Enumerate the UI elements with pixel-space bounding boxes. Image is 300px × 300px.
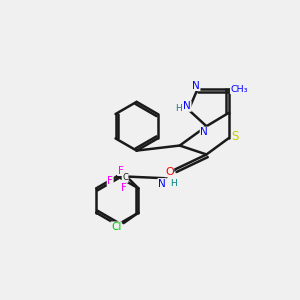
Text: S: S: [232, 130, 239, 143]
Text: H: H: [170, 179, 177, 188]
Text: Cl: Cl: [111, 222, 121, 232]
Text: F: F: [107, 176, 113, 186]
Text: F: F: [118, 166, 124, 176]
Text: N: N: [158, 178, 166, 189]
Text: C: C: [122, 173, 128, 182]
Text: N: N: [183, 101, 191, 111]
Text: N: N: [192, 80, 200, 91]
Text: F: F: [121, 183, 127, 193]
Text: CH₃: CH₃: [230, 85, 248, 94]
Text: O: O: [165, 167, 174, 177]
Text: N: N: [200, 127, 208, 137]
Text: H: H: [175, 104, 181, 113]
